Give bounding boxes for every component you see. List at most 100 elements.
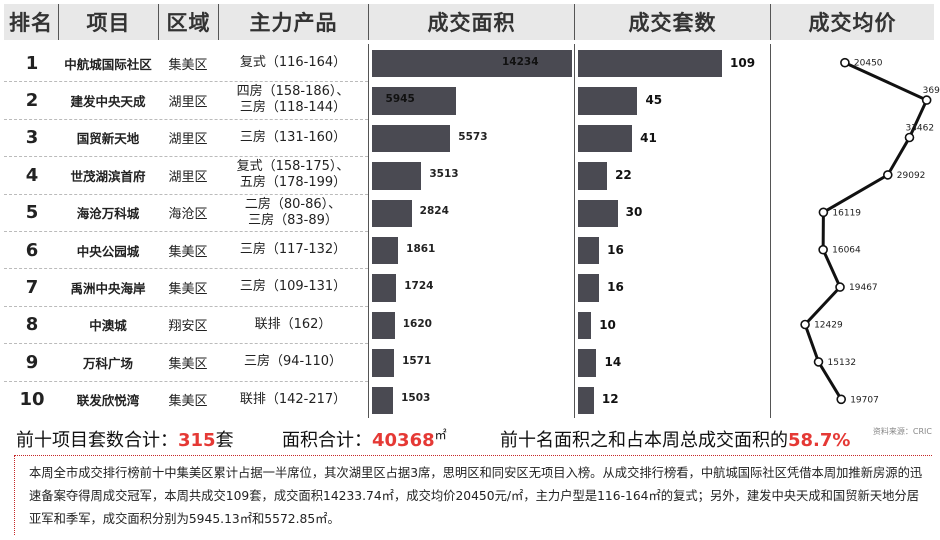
price-point [921, 95, 932, 105]
project-cell: 中央公园城 [76, 243, 140, 259]
sets-bar [578, 199, 618, 227]
rank-cell: 7 [25, 276, 39, 298]
source-note: 资料来源：CRIC [872, 427, 932, 436]
district-cell: 集美区 [168, 356, 208, 372]
sets-value-label: 10 [599, 317, 616, 332]
area-bar [372, 274, 397, 302]
sets-bar [578, 87, 638, 115]
table-row: 6 中央公园城 集美区 三房（117-132） [0, 231, 940, 269]
project-cell: 禹洲中央海岸 [70, 280, 146, 296]
product-line: 三房（117-132） [239, 242, 347, 257]
summary-area-unit: ㎡ [434, 428, 447, 442]
price-line-chart: 20450 36926 33462 29092 16119 16064 19467 12429… [800, 57, 940, 405]
commentary-text: 本周全市成交排行榜前十中集美区累计占据一半席位，其次湖里区占据3席，思明区和同安… [29, 466, 923, 526]
price-point [882, 170, 893, 180]
price-point [800, 319, 810, 330]
district-cell: 海沧区 [168, 207, 208, 223]
product-line: 五房（178-199） [239, 175, 347, 191]
price-value-label: 19467 [849, 283, 878, 293]
district-cell: 湖里区 [168, 169, 208, 185]
header-rank: 排名 [4, 4, 58, 40]
price-value-label: 15132 [828, 358, 857, 368]
row-divider [4, 380, 368, 382]
row-divider [4, 343, 368, 345]
summary-sets-label: 前十项目套数合计： [16, 430, 178, 451]
summary-share-label: 前十名面积之和占本周总成交面积的 [500, 430, 788, 451]
area-bar [372, 311, 395, 340]
header-price: 成交均价 [770, 4, 934, 40]
sets-bar [578, 162, 608, 190]
sets-bar [578, 386, 594, 414]
sets-value-label: 12 [601, 392, 619, 407]
product-line: 联排（142-217） [239, 391, 347, 407]
table-row: 10 联发欣悦湾 集美区 联排（142-217） [0, 381, 940, 419]
product-cell: 联排（142-217） [218, 381, 368, 419]
summary-sets: 前十项目套数合计：315套 [16, 426, 234, 452]
price-point [836, 394, 847, 405]
project-cell: 世茂湖滨首府 [70, 168, 146, 184]
row-divider [4, 231, 368, 232]
area-bar [372, 124, 451, 153]
sets-value-label: 41 [640, 130, 657, 145]
area-value-label: 1861 [406, 242, 436, 255]
project-cell: 中航城国际社区 [64, 56, 152, 72]
area-bar [372, 199, 412, 227]
price-point [840, 57, 850, 68]
product-line: 复式（158-175）、 [236, 159, 350, 175]
header-product: 主力产品 [218, 4, 368, 40]
summary-sets-unit: 套 [215, 430, 234, 451]
area-value-label: 1571 [402, 354, 432, 367]
project-cell: 万科广场 [82, 355, 133, 371]
column-separator [574, 44, 575, 418]
product-cell: 二房（80-86）、 三房（83-89） [218, 194, 368, 232]
rank-cell: 9 [25, 351, 39, 373]
product-cell: 四房（158-186）、 三房（118-144） [218, 81, 368, 119]
row-divider [4, 81, 368, 83]
product-cell: 三房（117-132） [218, 231, 368, 269]
price-value-label: 16119 [832, 208, 861, 218]
product-line: 三房（94-110） [243, 354, 343, 370]
rank-cell: 2 [25, 89, 39, 111]
sets-value-label: 45 [645, 93, 663, 108]
area-bar [372, 237, 399, 265]
area-bar [372, 50, 572, 78]
area-bar [372, 349, 395, 377]
project-cell: 国贸新天地 [76, 131, 140, 147]
summary-sets-value: 315 [178, 430, 216, 451]
sets-value-label: 30 [625, 205, 643, 220]
price-value-label: 16064 [832, 246, 861, 256]
rank-cell: 4 [25, 164, 39, 186]
sets-bar [578, 274, 600, 302]
district-cell: 集美区 [168, 244, 208, 260]
price-value-label: 20450 [854, 59, 883, 69]
product-cell: 三房（109-131） [218, 268, 368, 306]
product-line: 三房（109-131） [239, 279, 347, 295]
product-line: 三房（118-144） [239, 100, 347, 116]
project-cell: 建发中央天成 [70, 93, 146, 109]
rank-cell: 8 [25, 314, 39, 336]
product-line: 二房（80-86）、 [244, 196, 342, 212]
commentary-box: 本周全市成交排行榜前十中集美区累计占据一半席位，其次湖里区占据3席，思明区和同安… [14, 455, 932, 535]
header-project: 项目 [58, 4, 158, 40]
sets-value-label: 16 [607, 280, 624, 295]
summary-area: 面积合计：40368㎡ [282, 426, 447, 452]
sets-bar [578, 237, 600, 265]
rank-cell: 10 [19, 389, 45, 411]
header-district: 区域 [158, 4, 218, 40]
product-line: 复式（116-164） [239, 55, 347, 70]
district-cell: 集美区 [168, 394, 208, 410]
project-cell: 海沧万科城 [76, 206, 140, 222]
row-divider [4, 118, 368, 120]
product-line: 联排（162） [254, 316, 332, 332]
area-value-label: 3513 [429, 167, 459, 180]
summary-share-value: 58.7% [788, 430, 851, 451]
district-cell: 湖里区 [168, 132, 208, 148]
summary-area-label: 面积合计： [282, 430, 372, 451]
column-separator [368, 44, 369, 418]
area-value-label: 2824 [419, 205, 449, 218]
price-point [813, 357, 824, 367]
district-cell: 湖里区 [168, 94, 208, 110]
price-value-label: 33462 [905, 124, 934, 134]
rank-cell: 3 [25, 127, 39, 149]
sets-bar [578, 50, 722, 78]
